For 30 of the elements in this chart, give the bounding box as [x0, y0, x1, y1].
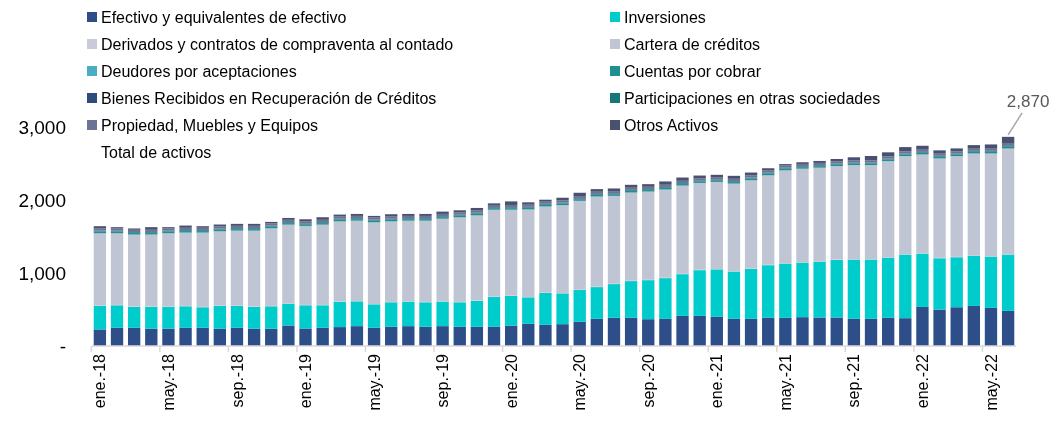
legend-label: Bienes Recibidos en Recuperación de Créditos: [101, 89, 437, 107]
legend-label: Deudores por aceptaciones: [101, 62, 297, 80]
x-tick-label: sep.-20: [639, 353, 657, 408]
legend-label: Propiedad, Muebles y Equipos: [101, 116, 319, 134]
y-tick-label: 2,000: [18, 189, 66, 211]
x-tick-label: may.-21: [776, 353, 794, 411]
legend-label: Cuentas por cobrar: [624, 62, 762, 80]
legend-label: Inversiones: [624, 8, 706, 26]
x-tick-label: sep.-19: [434, 353, 452, 408]
x-tick-label: sep.-21: [845, 353, 863, 408]
legend-label: Participaciones en otras sociedades: [624, 89, 881, 107]
y-tick-label: 1,000: [18, 262, 66, 284]
legend-label: Derivados y contratos de compraventa al contado: [101, 35, 454, 53]
x-tick-label: may.-19: [365, 353, 383, 411]
x-tick-label: ene.-20: [502, 353, 520, 409]
y-tick-label: 3,000: [18, 116, 66, 138]
legend-label: Otros Activos: [624, 116, 719, 134]
x-tick-label: may.-22: [982, 353, 1000, 411]
x-tick-label: ene.-22: [914, 353, 932, 409]
x-tick-label: ene.-21: [708, 353, 726, 409]
x-tick-label: ene.-19: [297, 353, 315, 409]
x-tick-label: may.-20: [571, 353, 589, 411]
x-tick-label: ene.-18: [91, 353, 109, 409]
legend-label: Efectivo y equivalentes de efectivo: [101, 8, 347, 26]
y-tick-label: -: [59, 335, 66, 357]
x-tick-label: sep.-18: [228, 353, 246, 408]
x-tick-label: may.-18: [160, 353, 178, 411]
total-label: 2,870: [1006, 91, 1050, 111]
legend-label: Cartera de créditos: [624, 35, 761, 53]
annotation: Total de activos: [101, 143, 212, 161]
